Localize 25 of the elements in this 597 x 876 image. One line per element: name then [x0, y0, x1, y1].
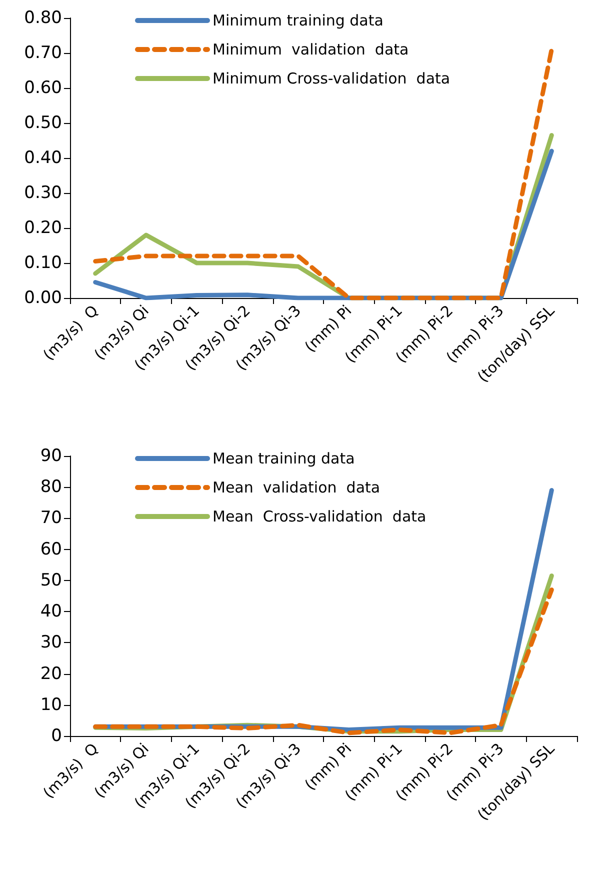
legend-label: Minimum training data — [212, 12, 384, 30]
y-tick-label: 0.70 — [24, 43, 62, 63]
y-tick-label: 0.60 — [24, 78, 62, 98]
y-tick-label: 0 — [51, 726, 62, 746]
y-tick-label: 20 — [40, 664, 62, 684]
legend-label: Mean Cross-validation data — [212, 508, 426, 526]
legend-label: Minimum validation data — [212, 40, 409, 58]
y-tick-label: 40 — [40, 602, 62, 622]
y-tick-label: 70 — [40, 508, 62, 528]
y-tick-label: 0.20 — [24, 218, 62, 238]
y-tick-label: 0.30 — [24, 183, 62, 203]
legend-label: Mean training data — [212, 450, 355, 468]
y-tick-label: 0.50 — [24, 113, 62, 133]
y-tick-label: 90 — [40, 446, 62, 466]
legend-label: Minimum Cross-validation data — [212, 70, 450, 88]
y-tick-label: 80 — [40, 477, 62, 498]
y-tick-label: 50 — [40, 570, 62, 590]
y-tick-label: 30 — [40, 632, 62, 653]
y-tick-label: 10 — [40, 694, 62, 715]
y-tick-label: 0.00 — [24, 288, 62, 308]
legend-label: Mean validation data — [212, 478, 380, 496]
y-tick-label: 0.80 — [24, 8, 62, 28]
y-tick-label: 0.40 — [24, 148, 62, 168]
y-tick-label: 60 — [40, 539, 62, 560]
y-tick-label: 0.10 — [24, 253, 62, 273]
